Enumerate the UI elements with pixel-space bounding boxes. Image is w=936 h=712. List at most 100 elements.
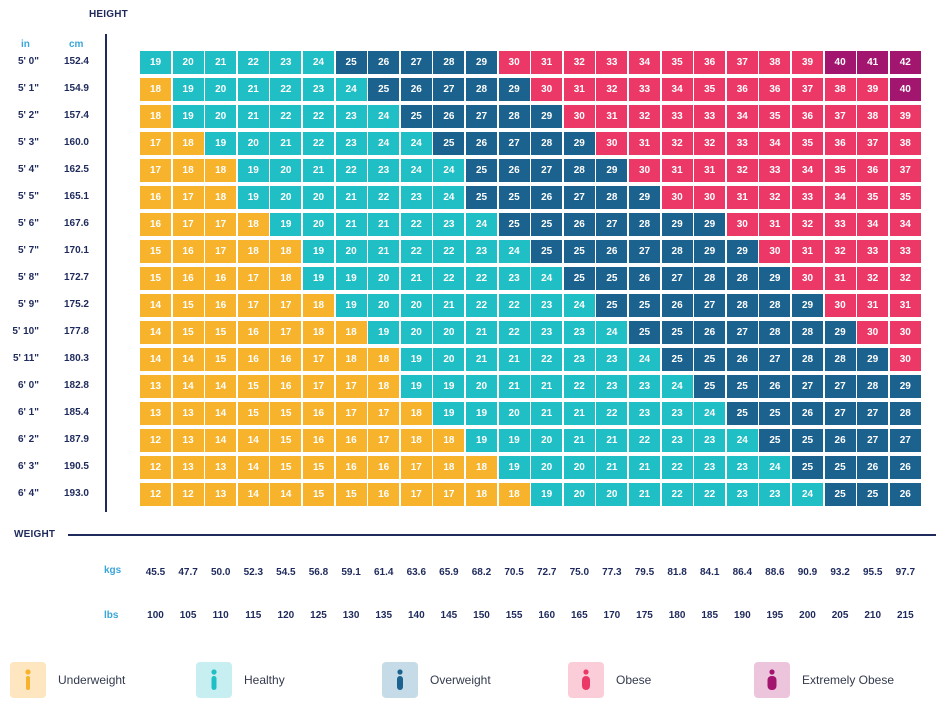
bmi-cell: 34 bbox=[629, 51, 660, 74]
legend-item: Healthy bbox=[196, 662, 285, 698]
bmi-cell: 20 bbox=[531, 429, 563, 452]
bmi-cell: 22 bbox=[498, 321, 530, 344]
bmi-cell: 29 bbox=[824, 321, 856, 344]
bmi-cell: 27 bbox=[596, 213, 628, 236]
bmi-cell: 32 bbox=[694, 132, 726, 155]
bmi-cell: 29 bbox=[694, 240, 726, 263]
bmi-cell: 19 bbox=[303, 267, 334, 290]
bmi-cell: 26 bbox=[433, 105, 465, 128]
bmi-cell: 30 bbox=[889, 348, 921, 371]
bmi-cell: 37 bbox=[824, 105, 856, 128]
weight-unit-lb: lbs bbox=[104, 610, 119, 621]
bmi-cell: 31 bbox=[661, 159, 693, 182]
bmi-cell: 34 bbox=[824, 186, 856, 209]
bmi-cell: 24 bbox=[531, 267, 563, 290]
bmi-cell: 21 bbox=[335, 213, 367, 236]
bmi-cell: 27 bbox=[400, 51, 432, 74]
weight-lb-label: 180 bbox=[668, 610, 686, 621]
bmi-cell: 17 bbox=[205, 240, 237, 263]
bmi-cell: 34 bbox=[661, 78, 693, 101]
bmi-cell: 16 bbox=[270, 375, 302, 398]
height-cm-label: 180.3 bbox=[63, 353, 89, 364]
height-in-label: 5' 8" bbox=[17, 272, 39, 283]
bmi-cell: 30 bbox=[726, 213, 758, 236]
bmi-cell: 18 bbox=[433, 456, 465, 479]
weight-kg-label: 56.8 bbox=[308, 567, 329, 578]
bmi-cell: 32 bbox=[596, 78, 628, 101]
bmi-cell: 19 bbox=[335, 267, 367, 290]
bmi-cell: 29 bbox=[498, 78, 530, 101]
bmi-cell: 21 bbox=[433, 294, 465, 317]
weight-kg-label: 88.6 bbox=[765, 567, 785, 578]
bmi-cell: 32 bbox=[792, 213, 823, 236]
bmi-cell: 37 bbox=[792, 78, 823, 101]
bmi-cell: 16 bbox=[270, 348, 302, 371]
weight-lb-label: 150 bbox=[473, 610, 490, 621]
height-cm-label: 177.8 bbox=[63, 326, 89, 337]
bmi-cell: 18 bbox=[433, 429, 465, 452]
bmi-cell: 33 bbox=[824, 213, 856, 236]
bmi-cell: 24 bbox=[335, 78, 367, 101]
bmi-cell: 40 bbox=[824, 51, 856, 74]
height-cm-label: 157.4 bbox=[63, 110, 89, 121]
weight-lb-label: 145 bbox=[440, 610, 458, 621]
bmi-cell: 28 bbox=[466, 78, 497, 101]
bmi-cell: 20 bbox=[237, 132, 269, 155]
weight-lb-label: 140 bbox=[407, 610, 425, 621]
bmi-cell: 24 bbox=[661, 375, 693, 398]
legend-item: Obese bbox=[568, 662, 651, 698]
bmi-cell: 23 bbox=[335, 132, 367, 155]
bmi-cell: 24 bbox=[303, 51, 334, 74]
bmi-cell: 28 bbox=[433, 51, 465, 74]
bmi-cell: 22 bbox=[237, 51, 269, 74]
bmi-cell: 21 bbox=[466, 321, 497, 344]
bmi-cell: 38 bbox=[857, 105, 889, 128]
bmi-cell: 18 bbox=[368, 348, 400, 371]
height-in-label: 5' 4" bbox=[17, 164, 39, 175]
bmi-cell: 25 bbox=[400, 105, 432, 128]
bmi-cell: 26 bbox=[563, 213, 595, 236]
bmi-cell: 25 bbox=[661, 348, 693, 371]
bmi-cell: 28 bbox=[759, 321, 791, 344]
bmi-cell: 26 bbox=[661, 294, 693, 317]
bmi-cell: 26 bbox=[824, 429, 856, 452]
bmi-cell: 17 bbox=[303, 348, 334, 371]
bmi-cell: 17 bbox=[237, 267, 269, 290]
bmi-cell: 30 bbox=[563, 105, 595, 128]
height-cm-label: 152.4 bbox=[63, 56, 89, 67]
bmi-cell: 19 bbox=[466, 429, 497, 452]
height-cm-label: 170.1 bbox=[63, 245, 89, 256]
bmi-cell: 33 bbox=[726, 132, 758, 155]
bmi-cell: 36 bbox=[726, 78, 758, 101]
bmi-cell: 21 bbox=[629, 483, 660, 506]
bmi-cell: 21 bbox=[303, 159, 334, 182]
bmi-cell: 25 bbox=[824, 483, 856, 506]
weight-lb-label: 125 bbox=[310, 610, 327, 621]
bmi-cell: 22 bbox=[596, 402, 628, 425]
bmi-cell: 26 bbox=[857, 456, 889, 479]
bmi-cell: 27 bbox=[433, 78, 465, 101]
bmi-cell: 15 bbox=[172, 321, 204, 344]
bmi-cell: 20 bbox=[400, 321, 432, 344]
bmi-cell: 28 bbox=[792, 348, 823, 371]
weight-lb-label: 170 bbox=[603, 610, 621, 621]
bmi-cell: 32 bbox=[759, 186, 791, 209]
weight-lb-label: 105 bbox=[179, 610, 197, 621]
bmi-cell: 27 bbox=[726, 321, 758, 344]
weight-kg-label: 45.5 bbox=[145, 567, 166, 578]
bmi-cell: 24 bbox=[368, 132, 400, 155]
bmi-cell: 23 bbox=[726, 456, 758, 479]
bmi-cell: 34 bbox=[889, 213, 921, 236]
bmi-cell: 37 bbox=[857, 132, 889, 155]
bmi-cell: 14 bbox=[205, 429, 237, 452]
height-in-label: 6' 0" bbox=[17, 380, 39, 391]
bmi-cell: 28 bbox=[792, 321, 823, 344]
bmi-cell: 17 bbox=[400, 456, 432, 479]
bmi-cell: 21 bbox=[237, 105, 269, 128]
bmi-cell: 36 bbox=[824, 132, 856, 155]
bmi-cell: 19 bbox=[335, 294, 367, 317]
bmi-cell: 25 bbox=[857, 483, 889, 506]
bmi-cell: 15 bbox=[205, 348, 237, 371]
bmi-cell: 24 bbox=[368, 105, 400, 128]
bmi-cell: 17 bbox=[335, 402, 367, 425]
